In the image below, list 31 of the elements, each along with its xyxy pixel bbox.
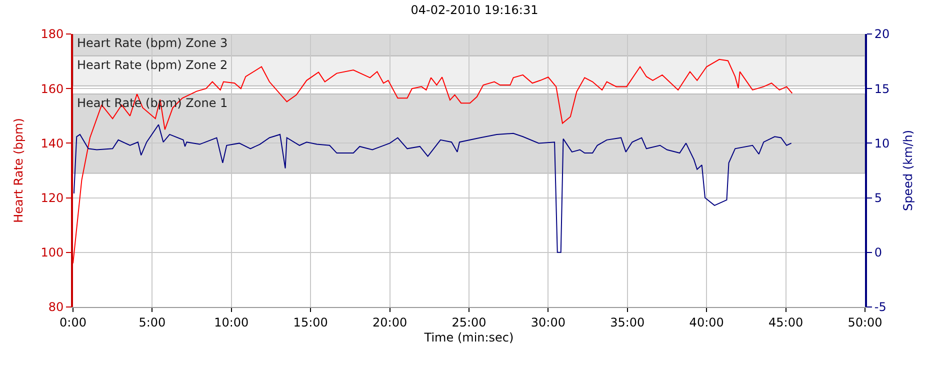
x-tick-label: 5:00 [138,315,166,330]
line-series [73,124,792,253]
x-tick-label: 30:00 [530,315,566,330]
y2-tick-label: 5 [874,191,882,205]
y-tick-label: 180 [40,27,64,42]
x-tick-label: 25:00 [452,315,486,330]
y2-tick-label: 0 [874,246,882,260]
y-tick-label: 140 [40,136,64,150]
y-axis-title: Heart Rate (bpm) [11,118,26,223]
x-tick-label: 40:00 [689,315,724,330]
y2-tick-label: -5 [874,300,886,314]
x-tick-label: 35:00 [610,315,645,330]
y-tick-label: 160 [40,82,64,96]
y2-tick-label: 20 [874,27,890,42]
x-tick-label: 10:00 [214,315,249,330]
x-tick-label: 50:00 [848,315,882,330]
y-tick-label: 80 [48,300,64,314]
y2-tick-label: 15 [874,82,890,96]
x-tick-label: 20:00 [372,315,408,330]
x-axis-title: Time (min:sec) [423,330,514,344]
y-tick-label: 100 [40,246,64,260]
y2-tick-label: 10 [874,136,890,150]
y-tick-label: 120 [40,191,64,205]
band-label: Heart Rate (bpm) Zone 3 [77,36,228,50]
y2-axis-title: Speed (km/h) [901,130,916,212]
line-series [73,58,793,264]
x-tick-label: 45:00 [768,315,804,330]
band-label: Heart Rate (bpm) Zone 2 [77,58,228,72]
x-tick-label: 15:00 [293,315,328,330]
x-tick-label: 0:00 [60,315,86,330]
chart-title: 04-02-2010 19:16:31 [410,3,538,18]
